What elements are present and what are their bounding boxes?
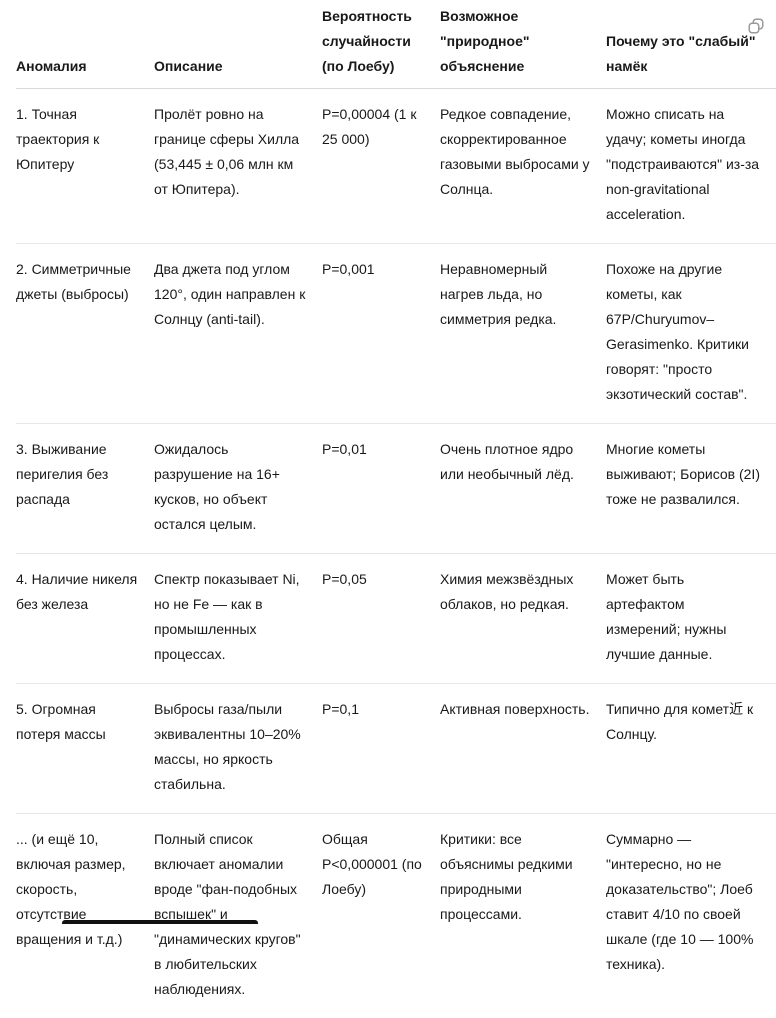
cell-anomaly: ... (и ещё 10, включая размер, скорость,… bbox=[16, 814, 154, 1018]
table-row: 4. Наличие никеля без железа Спектр пока… bbox=[16, 554, 776, 684]
cell-probability: P=0,05 bbox=[322, 554, 440, 684]
cell-description: Пролёт ровно на границе сферы Хилла (53,… bbox=[154, 89, 322, 244]
copy-icon bbox=[747, 17, 765, 38]
cell-anomaly: 4. Наличие никеля без железа bbox=[16, 554, 154, 684]
table-row: 1. Точная траектория к Юпитеру Пролёт ро… bbox=[16, 89, 776, 244]
cell-probability: P=0,01 bbox=[322, 424, 440, 554]
col-header-natural-explanation: Возможное "природное" объяснение bbox=[440, 0, 606, 89]
cell-description: Ожидалось разрушение на 16+ кусков, но о… bbox=[154, 424, 322, 554]
cell-natural-explanation: Активная поверхность. bbox=[440, 684, 606, 814]
cell-natural-explanation: Редкое совпадение, скорректированное газ… bbox=[440, 89, 606, 244]
col-header-weak-hint: Почему это "слабый" намёк bbox=[606, 0, 776, 89]
cell-anomaly: 2. Симметричные джеты (выбросы) bbox=[16, 244, 154, 424]
cell-description: Спектр показывает Ni, но не Fe — как в п… bbox=[154, 554, 322, 684]
cell-weak-hint: Типично для комет近 к Солнцу. bbox=[606, 684, 776, 814]
cell-natural-explanation: Химия межзвёздных облаков, но редкая. bbox=[440, 554, 606, 684]
cell-weak-hint: Может быть артефактом измерений; нужны л… bbox=[606, 554, 776, 684]
cell-anomaly: 1. Точная траектория к Юпитеру bbox=[16, 89, 154, 244]
cell-probability: P=0,00004 (1 к 25 000) bbox=[322, 89, 440, 244]
partial-next-element bbox=[62, 920, 258, 924]
cell-weak-hint: Многие кометы выживают; Борисов (2I) тож… bbox=[606, 424, 776, 554]
cell-natural-explanation: Очень плотное ядро или необычный лёд. bbox=[440, 424, 606, 554]
table-row: 2. Симметричные джеты (выбросы) Два джет… bbox=[16, 244, 776, 424]
cell-natural-explanation: Критики: все объяснимы редкими природным… bbox=[440, 814, 606, 1018]
cell-weak-hint: Суммарно — "интересно, но не доказательс… bbox=[606, 814, 776, 1018]
copy-button[interactable] bbox=[745, 16, 767, 38]
cell-description: Полный список включает аномалии вроде "ф… bbox=[154, 814, 322, 1018]
cell-weak-hint: Похоже на другие кометы, как 67P/Churyum… bbox=[606, 244, 776, 424]
table-row: 5. Огромная потеря массы Выбросы газа/пы… bbox=[16, 684, 776, 814]
table-row: 3. Выживание перигелия без распада Ожида… bbox=[16, 424, 776, 554]
cell-probability: Общая P<0,000001 (по Лоебу) bbox=[322, 814, 440, 1018]
cell-natural-explanation: Неравномерный нагрев льда, но симметрия … bbox=[440, 244, 606, 424]
cell-anomaly: 3. Выживание перигелия без распада bbox=[16, 424, 154, 554]
col-header-description: Описание bbox=[154, 0, 322, 89]
cell-anomaly: 5. Огромная потеря массы bbox=[16, 684, 154, 814]
cell-description: Два джета под углом 120°, один направлен… bbox=[154, 244, 322, 424]
header-row: Аномалия Описание Вероятность случайност… bbox=[16, 0, 776, 89]
cell-weak-hint: Можно списать на удачу; кометы иногда "п… bbox=[606, 89, 776, 244]
cell-description: Выбросы газа/пыли эквивалентны 10–20% ма… bbox=[154, 684, 322, 814]
col-header-anomaly: Аномалия bbox=[16, 0, 154, 89]
col-header-probability: Вероятность случайности (по Лоебу) bbox=[322, 0, 440, 89]
cell-probability: P=0,001 bbox=[322, 244, 440, 424]
anomalies-table: Аномалия Описание Вероятность случайност… bbox=[16, 0, 776, 1018]
cell-probability: P=0,1 bbox=[322, 684, 440, 814]
table-row: ... (и ещё 10, включая размер, скорость,… bbox=[16, 814, 776, 1018]
